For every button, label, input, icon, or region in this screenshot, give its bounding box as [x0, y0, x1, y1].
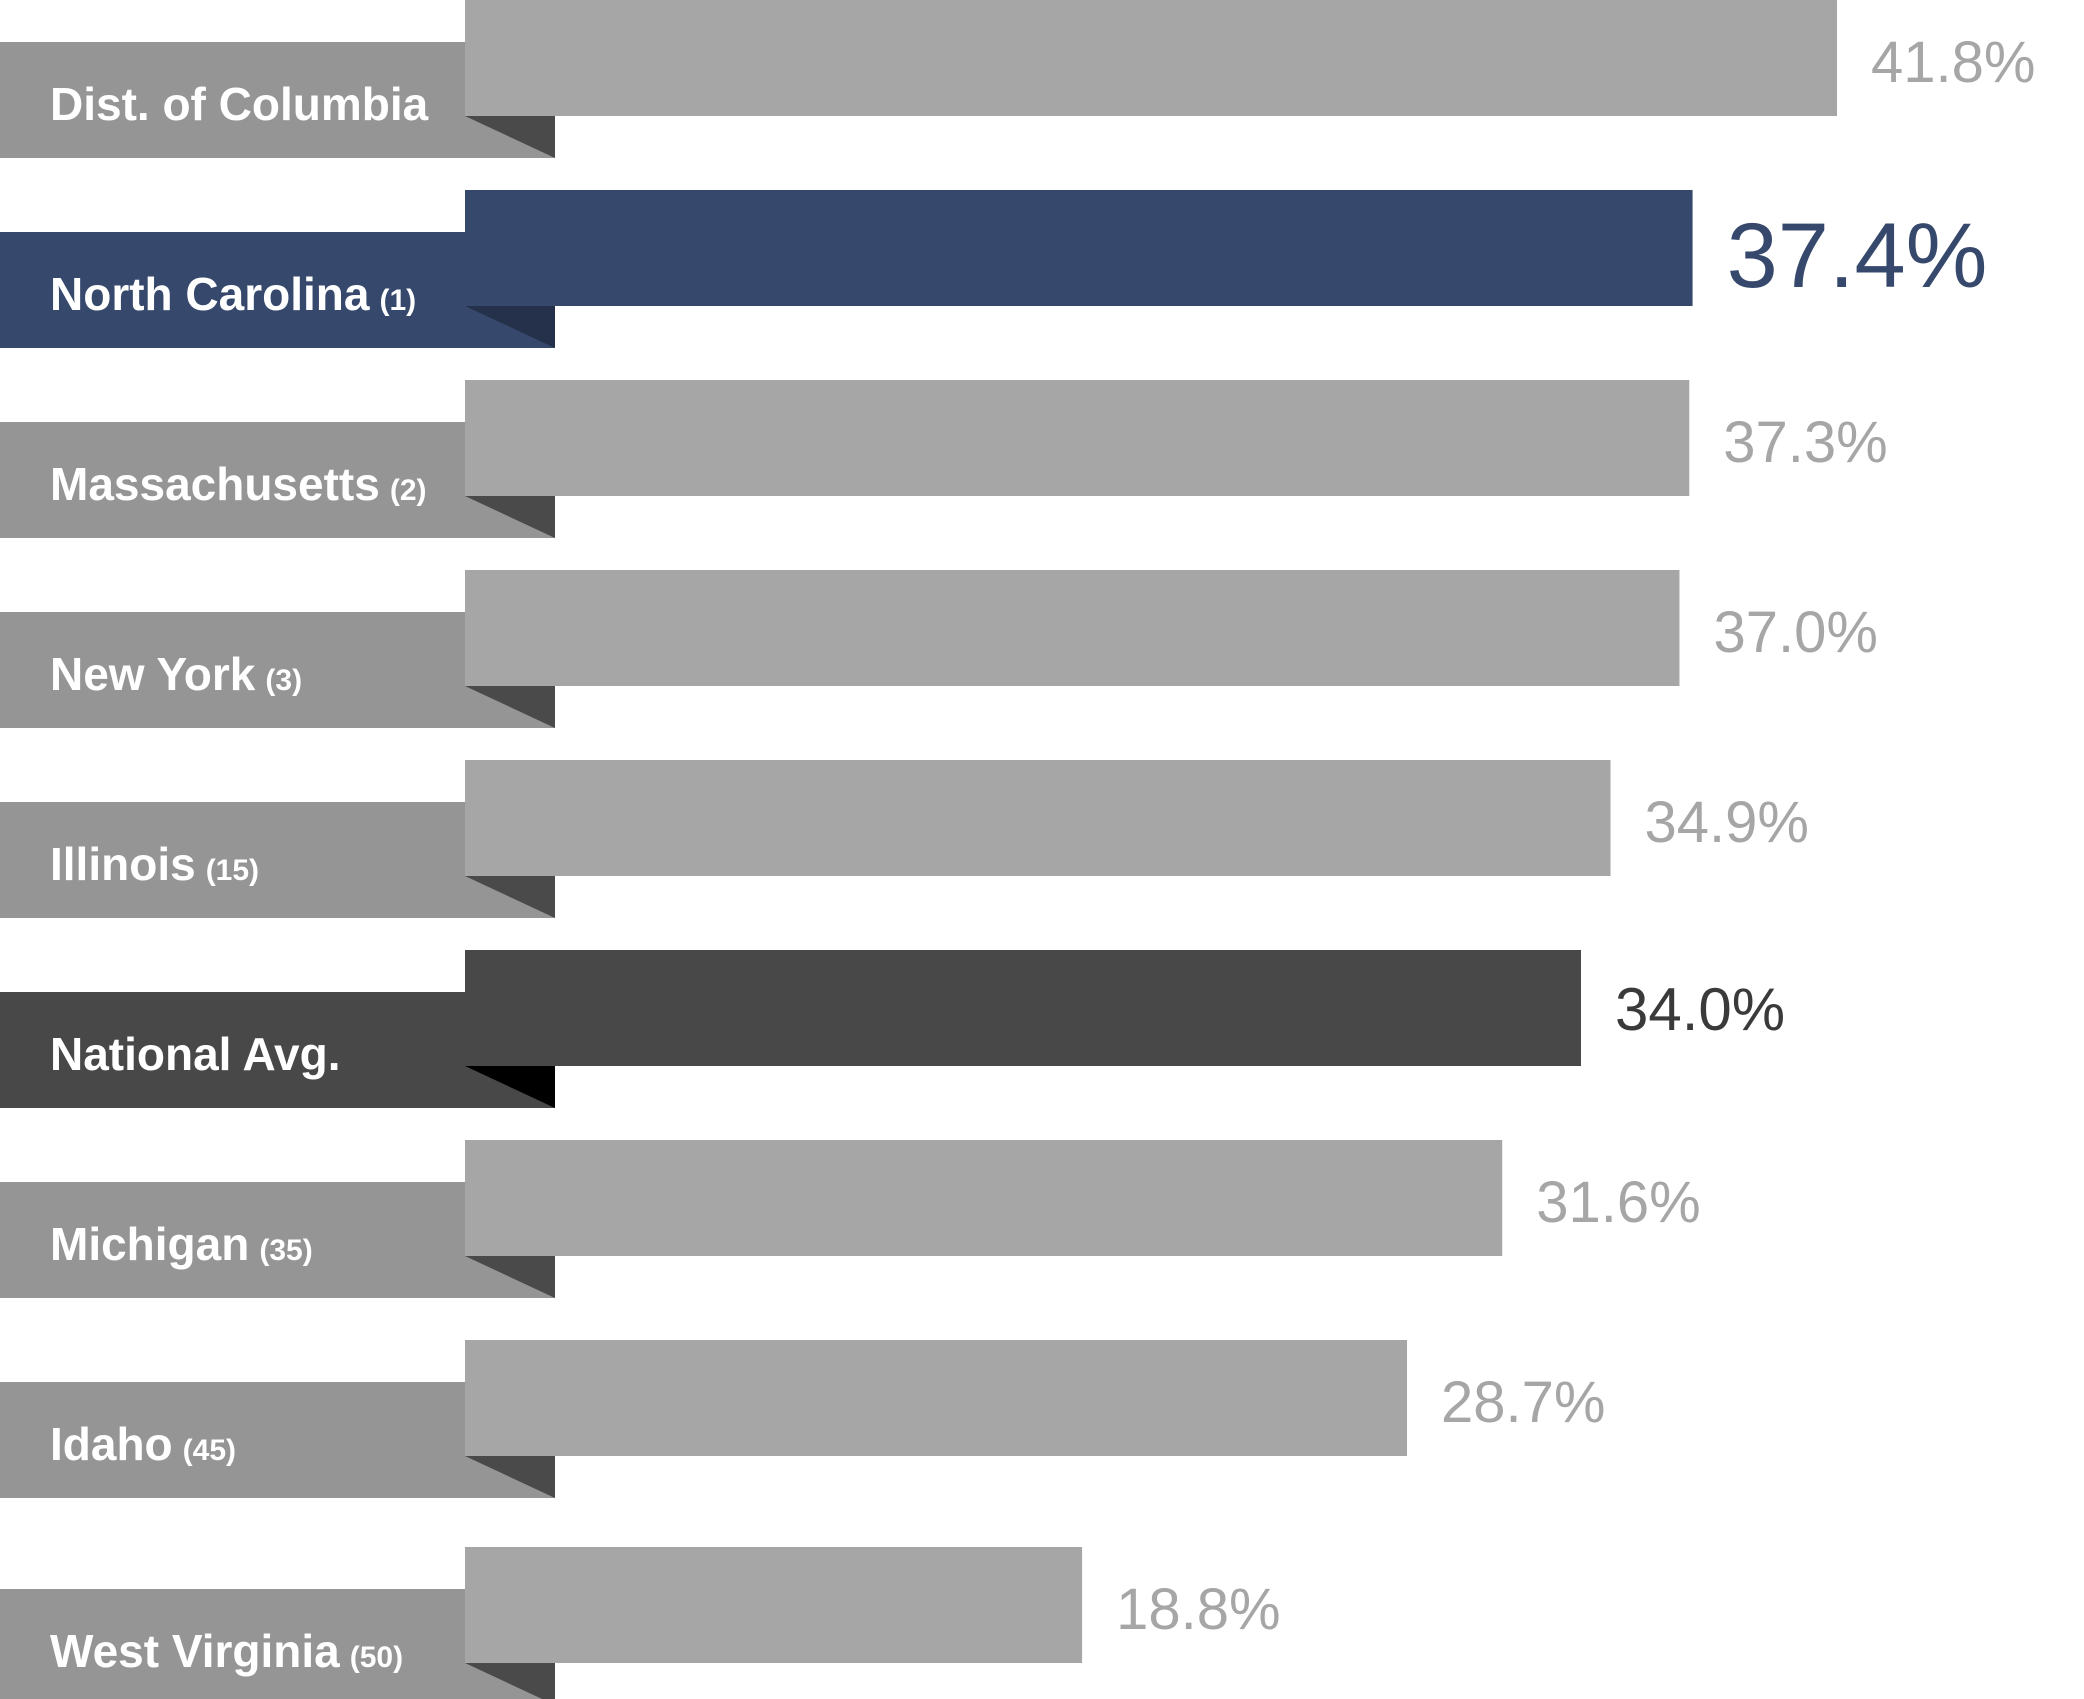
bar-fold: [465, 306, 555, 348]
category-label: Massachusetts (2): [50, 458, 427, 510]
label-tab: [0, 1589, 555, 1699]
bar: [465, 190, 1693, 306]
bar-row: New York (3) 37.0%: [0, 570, 1878, 728]
bar: [465, 570, 1680, 686]
category-rank: (45): [183, 1434, 236, 1467]
category-name: Idaho: [50, 1418, 173, 1470]
value-label: 28.7%: [1441, 1370, 1605, 1435]
category-name: Michigan: [50, 1218, 249, 1270]
label-tab: [0, 992, 555, 1108]
category-rank: (15): [206, 854, 259, 887]
category-rank: (35): [259, 1234, 312, 1267]
bars-layer: Dist. of Columbia 41.8% North Carolina (1) 3…: [0, 0, 2035, 1699]
label-tab: [0, 612, 555, 728]
label-tab: [0, 1382, 555, 1498]
label-tab: [0, 422, 555, 538]
bar-fold: [465, 1066, 555, 1108]
category-name: National Avg.: [50, 1028, 341, 1080]
bar-row: Dist. of Columbia 41.8%: [0, 0, 2035, 158]
bar-row: Illinois (15) 34.9%: [0, 760, 1809, 918]
category-name: Illinois: [50, 838, 196, 890]
bar: [465, 1340, 1408, 1456]
value-label: 37.3%: [1723, 410, 1887, 475]
category-label: Idaho (45): [50, 1418, 236, 1470]
category-rank: (50): [350, 1641, 403, 1674]
bar: [465, 1140, 1503, 1256]
bar-row: Michigan (35) 31.6%: [0, 1140, 1701, 1298]
category-rank: (2): [390, 474, 427, 507]
bar-row: Massachusetts (2) 37.3%: [0, 380, 1888, 538]
bar-fold: [465, 496, 555, 538]
category-label: Dist. of Columbia: [50, 78, 429, 130]
bar-row: North Carolina (1) 37.4%: [0, 190, 1987, 348]
bar-fold: [465, 1663, 555, 1699]
label-tab: [0, 232, 555, 348]
value-label: 18.8%: [1116, 1577, 1280, 1642]
category-name: Dist. of Columbia: [50, 78, 429, 130]
bar-fold: [465, 1456, 555, 1498]
bar-row: Idaho (45) 28.7%: [0, 1340, 1605, 1498]
bar: [465, 380, 1690, 496]
category-name: Massachusetts: [50, 458, 380, 510]
category-label: North Carolina (1): [50, 268, 416, 320]
bar-row: National Avg. 34.0%: [0, 950, 1785, 1108]
category-label: New York (3): [50, 648, 302, 700]
bar-fold: [465, 686, 555, 728]
value-label: 37.0%: [1713, 600, 1877, 665]
label-tab: [0, 802, 555, 918]
category-label: Michigan (35): [50, 1218, 313, 1270]
value-label: 31.6%: [1536, 1170, 1700, 1235]
label-tab: [0, 42, 555, 158]
bar-fold: [465, 116, 555, 158]
category-rank: (3): [265, 664, 302, 697]
value-label: 41.8%: [1871, 30, 2035, 95]
bar-fold: [465, 876, 555, 918]
value-label: 37.4%: [1727, 205, 1988, 307]
category-name: New York: [50, 648, 256, 700]
category-label: West Virginia (50): [50, 1625, 403, 1677]
bar: [465, 1547, 1083, 1663]
category-label: National Avg.: [50, 1028, 341, 1080]
category-rank: (1): [379, 284, 416, 317]
bar: [465, 760, 1611, 876]
value-label: 34.0%: [1615, 976, 1785, 1043]
label-tab: [0, 1182, 555, 1298]
bar: [465, 950, 1581, 1066]
category-name: North Carolina: [50, 268, 370, 320]
category-name: West Virginia: [50, 1625, 340, 1677]
bar-fold: [465, 1256, 555, 1298]
bar-row: West Virginia (50) 18.8%: [0, 1547, 1281, 1699]
category-label: Illinois (15): [50, 838, 259, 890]
value-label: 34.9%: [1645, 790, 1809, 855]
bar: [465, 0, 1837, 116]
